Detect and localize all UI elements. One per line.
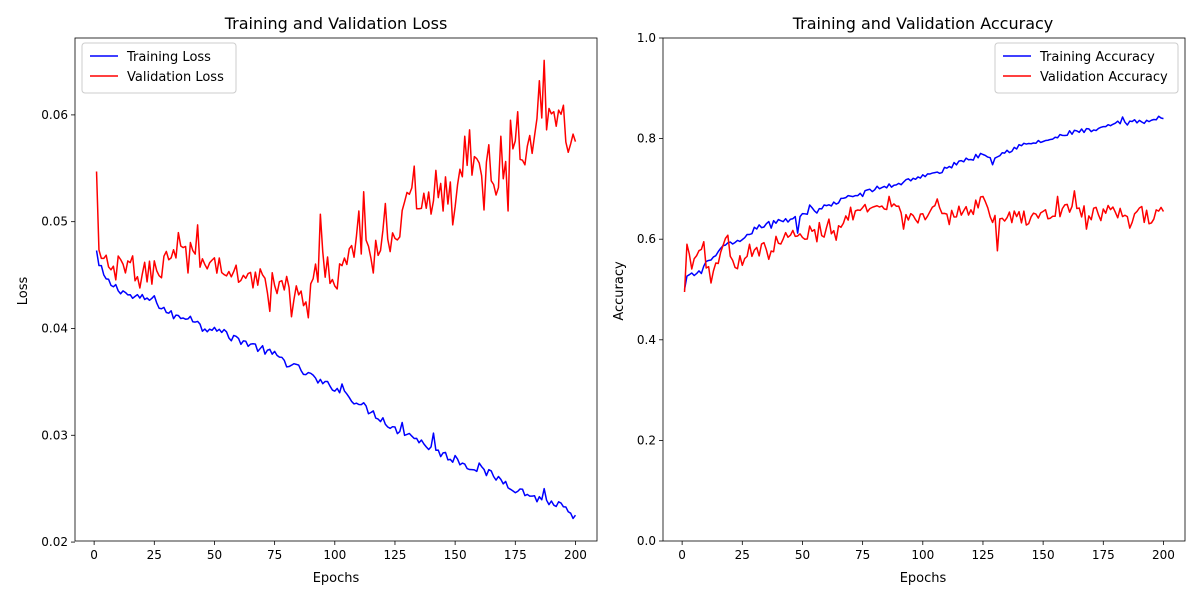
loss-x-tick-label: 75 xyxy=(267,548,282,562)
accuracy-x-tick-label: 0 xyxy=(678,548,686,562)
loss-y-tick-label: 0.02 xyxy=(41,535,68,549)
accuracy-y-tick-label: 0.6 xyxy=(637,232,656,246)
loss-y-axis-label: Loss xyxy=(16,277,31,306)
loss-chart-title: Training and Validation Loss xyxy=(224,14,448,33)
accuracy-legend-label: Training Accuracy xyxy=(1039,50,1155,65)
accuracy-series-group xyxy=(683,115,1165,293)
loss-x-tick-label: 125 xyxy=(384,548,407,562)
loss-y-tick-label: 0.05 xyxy=(41,215,68,229)
accuracy-y-tick-label: 1.0 xyxy=(637,31,656,45)
accuracy-x-axis-label: Epochs xyxy=(900,571,947,586)
accuracy-chart-title: Training and Validation Accuracy xyxy=(792,14,1054,33)
accuracy-x-tick-label: 200 xyxy=(1152,548,1175,562)
accuracy-y-axis-label: Accuracy xyxy=(612,261,627,321)
accuracy-legend-box xyxy=(994,42,1179,94)
loss-series-line-validation xyxy=(95,59,577,319)
accuracy-chart: Training and Validation Accuracy 0 25 50 75… xyxy=(612,14,1186,586)
accuracy-series-line-training xyxy=(683,115,1164,290)
accuracy-x-tick-label: 50 xyxy=(795,548,810,562)
accuracy-x-tick-label: 75 xyxy=(855,548,870,562)
loss-axes-frame xyxy=(74,37,598,542)
loss-x-tick-label: 25 xyxy=(147,548,162,562)
accuracy-legend: Training Accuracy Validation Accuracy xyxy=(994,42,1179,94)
accuracy-series-line-validation xyxy=(683,190,1165,293)
loss-legend-box xyxy=(81,42,237,94)
loss-series-group xyxy=(95,59,577,520)
accuracy-x-tick-label: 175 xyxy=(1092,548,1115,562)
loss-x-axis-label: Epochs xyxy=(313,571,360,586)
accuracy-y-tick-label: 0.0 xyxy=(637,534,656,548)
loss-x-tick-label: 0 xyxy=(90,548,98,562)
loss-y-tick-label: 0.04 xyxy=(41,321,68,335)
loss-x-tick-label: 150 xyxy=(444,548,467,562)
loss-x-tick-label: 100 xyxy=(323,548,346,562)
loss-x-tick-label: 50 xyxy=(207,548,222,562)
accuracy-x-tick-label: 125 xyxy=(972,548,995,562)
loss-x-tick-label: 175 xyxy=(504,548,527,562)
loss-x-tick-label: 200 xyxy=(564,548,587,562)
accuracy-y-tick-label: 0.4 xyxy=(637,333,656,347)
accuracy-x-tick-label: 100 xyxy=(911,548,934,562)
accuracy-x-tick-label: 150 xyxy=(1032,548,1055,562)
accuracy-y-tick-label: 0.8 xyxy=(637,132,656,146)
accuracy-y-tick-label: 0.2 xyxy=(637,433,656,447)
accuracy-legend-label: Validation Accuracy xyxy=(1040,70,1168,85)
loss-legend-label: Validation Loss xyxy=(127,70,224,85)
accuracy-axes-frame xyxy=(662,37,1186,542)
loss-legend-label: Training Loss xyxy=(126,50,211,65)
loss-y-tick-label: 0.03 xyxy=(41,428,68,442)
loss-chart: Training and Validation Loss 0 25 50 75 100 1… xyxy=(16,14,598,586)
loss-legend: Training Loss Validation Loss xyxy=(81,42,237,94)
loss-y-tick-label: 0.06 xyxy=(41,108,68,122)
loss-series-line-training xyxy=(95,250,577,520)
accuracy-x-tick-label: 25 xyxy=(735,548,750,562)
